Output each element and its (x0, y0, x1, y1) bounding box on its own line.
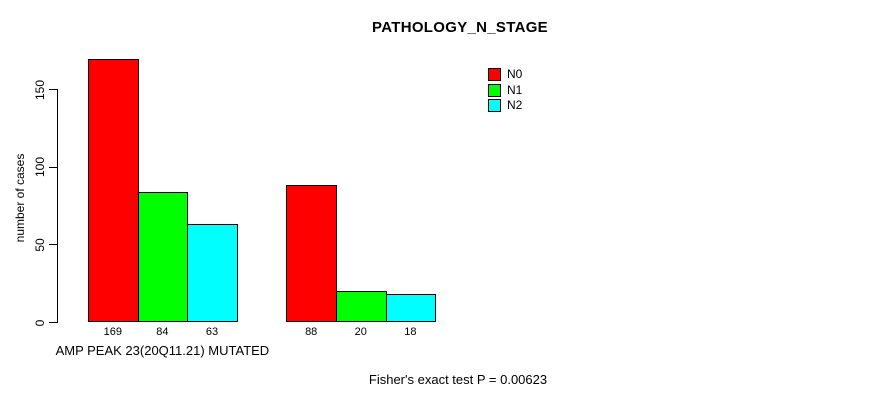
bar-n1-group1 (137, 191, 189, 322)
y-axis-tick (49, 244, 57, 246)
y-axis-tick (49, 89, 57, 90)
bar-n2-group2 (385, 294, 437, 322)
legend-swatch-n2 (488, 99, 501, 113)
y-axis-tick-label: 100 (33, 157, 47, 178)
bar-value-label: 169 (103, 326, 122, 338)
y-axis-tick (49, 166, 57, 168)
legend-entry-n1: N1 (488, 83, 522, 99)
bar-value-label: 84 (156, 326, 169, 338)
bar-value-label: 20 (354, 326, 367, 338)
bar-value-label: 88 (305, 326, 318, 338)
y-axis-tick-label: 0 (33, 319, 47, 326)
legend: N0 N1 N2 (488, 67, 522, 114)
chart-title: PATHOLOGY_N_STAGE (372, 19, 548, 36)
legend-entry-n2: N2 (488, 98, 522, 114)
bar-n2-group1 (187, 224, 238, 322)
y-axis-line (57, 88, 58, 323)
bar-n0-group1 (88, 59, 139, 322)
y-axis-tick-label: 50 (33, 238, 47, 252)
y-axis-label: number of cases (13, 153, 27, 243)
y-axis-tick (49, 322, 57, 323)
legend-swatch-n0 (488, 68, 501, 82)
legend-label: N2 (507, 98, 523, 113)
legend-label: N1 (507, 82, 523, 97)
bar-n1-group2 (336, 290, 387, 322)
footnote-text: Fisher's exact test P = 0.00623 (368, 372, 548, 387)
legend-swatch-n1 (488, 83, 501, 97)
group-label: AMP PEAK 23(20Q11.21) MUTATED (55, 343, 270, 358)
bar-value-label: 63 (205, 326, 219, 338)
y-axis-tick-label: 150 (33, 79, 47, 100)
bar-value-label: 18 (404, 326, 417, 338)
bar-n0-group2 (286, 185, 337, 322)
legend-label: N0 (507, 67, 523, 82)
legend-entry-n0: N0 (488, 67, 522, 83)
